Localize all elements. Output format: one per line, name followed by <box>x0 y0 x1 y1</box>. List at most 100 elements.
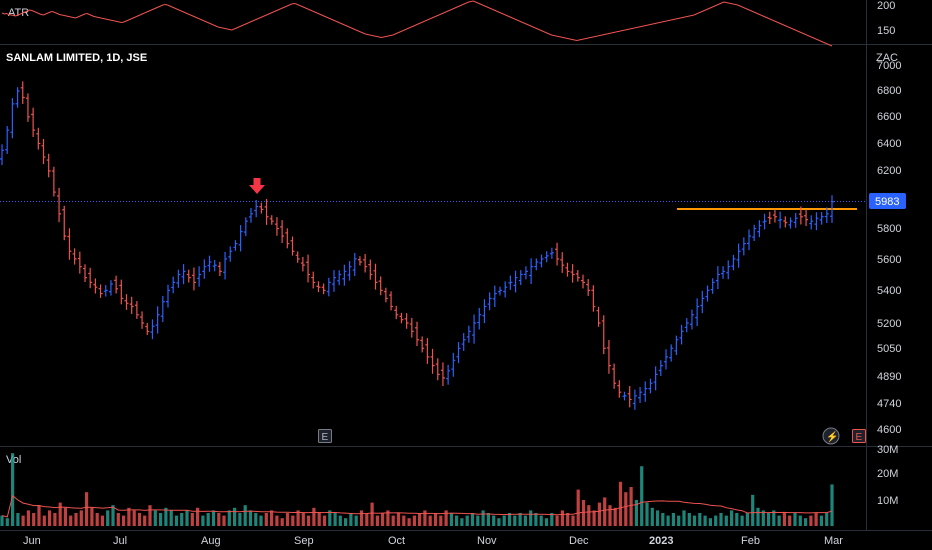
ohlc-bar <box>134 301 139 319</box>
volume-bar <box>333 513 337 526</box>
volume-bar <box>661 513 665 526</box>
ohlc-bar <box>747 229 751 251</box>
price-tick: 6600 <box>877 111 901 123</box>
ohlc-bar <box>274 217 279 236</box>
volume-bar <box>116 513 120 526</box>
earnings-badge-right[interactable]: E <box>852 429 866 444</box>
ohlc-bar <box>233 240 238 251</box>
ohlc-bar <box>793 212 798 228</box>
volume-bar <box>677 515 681 526</box>
ohlc-bar <box>191 267 196 291</box>
ohlc-bar <box>575 270 580 282</box>
volume-bar <box>518 513 522 526</box>
volume-bar <box>581 500 586 526</box>
ohlc-bar <box>243 217 248 237</box>
volume-bar <box>735 513 739 526</box>
ohlc-bar <box>783 216 788 228</box>
ohlc-bar <box>337 270 342 286</box>
ohlc-bar <box>446 364 451 385</box>
ohlc-bar <box>814 212 819 231</box>
price-tick: 4890 <box>877 371 901 383</box>
ohlc-bar <box>72 248 77 265</box>
volume-bar <box>782 513 786 526</box>
volume-bar <box>233 507 237 526</box>
price-tick: 5200 <box>877 318 901 330</box>
volume-bar <box>285 513 290 526</box>
lightning-badge[interactable]: ⚡ <box>822 427 840 445</box>
volume-bar <box>634 500 638 526</box>
volume-bar <box>391 515 395 526</box>
volume-bar <box>767 513 771 526</box>
ohlc-bar <box>762 213 767 230</box>
volume-bar <box>16 513 20 526</box>
ohlc-bar <box>544 251 549 263</box>
volume-bar <box>254 513 258 526</box>
ohlc-bar <box>451 352 456 377</box>
ohlc-bar <box>103 285 108 297</box>
down-arrow-marker[interactable] <box>249 178 265 194</box>
volume-bar <box>666 515 670 526</box>
volume-bar <box>576 489 580 526</box>
earnings-badge-left[interactable]: E <box>318 429 332 444</box>
ohlc-bar <box>150 319 155 340</box>
volume-bar <box>714 515 718 526</box>
price-axis[interactable]: 7000 6800 6600 6400 6200 5800 5600 5400 … <box>877 60 901 436</box>
volume-bar <box>48 510 52 526</box>
volume-bar <box>655 510 660 526</box>
ohlc-bar <box>98 284 103 298</box>
ohlc-bar <box>51 166 56 197</box>
volume-bar <box>650 507 654 526</box>
ohlc-bar <box>0 144 4 166</box>
ohlc-bar <box>658 360 663 377</box>
volume-bar <box>645 502 649 526</box>
volume-bar <box>32 513 36 526</box>
ohlc-bar <box>368 259 373 280</box>
volume-bar <box>550 513 554 526</box>
time-label: Jun <box>23 535 41 547</box>
volume-bar <box>26 510 30 526</box>
volume-bar <box>296 510 300 526</box>
volume-bar <box>418 513 422 526</box>
volume-bar <box>164 507 168 526</box>
volume-bar <box>238 513 242 526</box>
ohlc-bar <box>555 242 560 266</box>
marker-shaft <box>253 178 261 185</box>
time-axis[interactable]: Jun Jul Aug Sep Oct Nov Dec 2023 Feb Mar <box>23 535 843 547</box>
volume-bar <box>608 505 612 526</box>
volume-bar <box>502 515 506 526</box>
ohlc-bar <box>114 275 119 294</box>
atr-panel: ATR 200 150 <box>1 0 895 47</box>
volume-bar <box>798 515 802 526</box>
volume-bar <box>470 513 475 526</box>
volume-bar <box>95 513 99 526</box>
ohlc-bar <box>228 246 233 262</box>
volume-bar <box>159 513 163 526</box>
ohlc-bar <box>342 264 347 286</box>
volume-bar <box>79 510 83 526</box>
time-label-year: 2023 <box>649 535 673 547</box>
ohlc-bar <box>306 254 311 283</box>
volume-bar <box>227 510 231 526</box>
volume-bar <box>402 515 406 526</box>
ohlc-bar <box>513 270 518 293</box>
ohlc-bar <box>290 236 295 256</box>
ohlc-bar <box>145 322 150 336</box>
volume-bar <box>529 510 533 526</box>
time-label: Jul <box>113 535 127 547</box>
ohlc-bar <box>435 358 440 381</box>
time-label: Dec <box>569 535 589 547</box>
ohlc-bar <box>612 363 617 389</box>
volume-bar <box>740 515 744 526</box>
volume-bar <box>317 513 321 526</box>
ohlc-bar <box>456 342 461 364</box>
ohlc-bar <box>684 318 689 333</box>
volume-bar <box>148 505 152 526</box>
ohlc-bar <box>249 208 253 223</box>
volume-bar <box>248 510 253 526</box>
ohlc-bar <box>259 202 264 214</box>
ohlc-bar <box>622 391 627 401</box>
volume-bar <box>153 510 157 526</box>
volume-bar <box>322 515 327 526</box>
volume-bar <box>5 518 9 526</box>
